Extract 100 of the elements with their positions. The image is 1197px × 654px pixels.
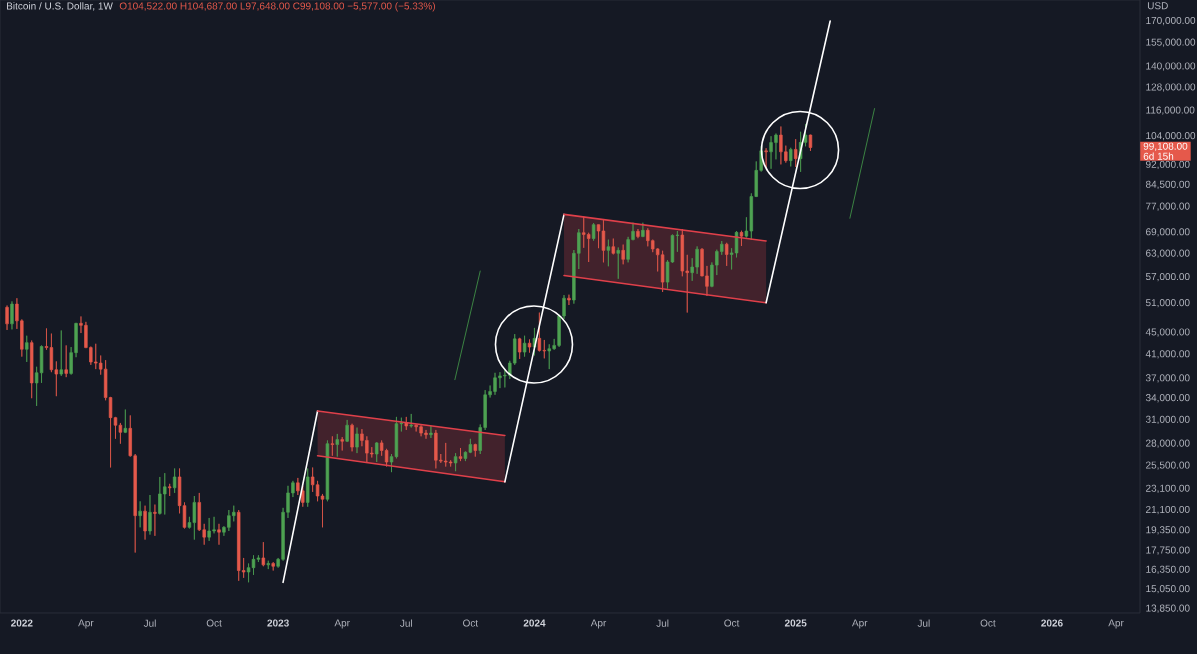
x-tick-label: Jul [143, 619, 156, 627]
y-tick-label: 37,000.00 [1145, 374, 1190, 383]
candlestick [355, 427, 359, 454]
y-tick-label: 170,000.00 [1146, 16, 1196, 26]
y-tick-label: 45,000.00 [1145, 328, 1190, 337]
candlestick [64, 345, 68, 378]
x-tick-label: Apr [851, 619, 868, 629]
x-tick-label: Apr [590, 619, 607, 629]
candlestick [724, 242, 729, 267]
candlestick [803, 123, 808, 147]
candlestick [5, 305, 9, 331]
candlestick [567, 294, 571, 306]
y-tick-label: 140,000.00 [1146, 62, 1196, 71]
y-tick-label: 28,000.00 [1146, 439, 1190, 448]
candlestick [10, 301, 14, 330]
candlestick [330, 435, 335, 457]
x-tick-label: 2026 [1041, 619, 1063, 627]
candlestick [527, 339, 532, 353]
x-tick-label: Oct [206, 619, 222, 627]
candlestick [789, 147, 793, 167]
candlestick [335, 433, 339, 457]
y-tick-label: 19,350.00 [1146, 526, 1190, 535]
candlestick [123, 409, 128, 434]
x-tick-label: Oct [463, 619, 479, 627]
candlestick [606, 239, 611, 267]
y-tick-label: 57,000.00 [1145, 273, 1190, 282]
x-tick-label: Oct [724, 619, 740, 627]
text: 6d 15h [1143, 152, 1174, 160]
candlestick [375, 441, 379, 463]
candlestick [453, 452, 458, 472]
candlestick [808, 134, 813, 152]
y-tick-label: 31,000.00 [1145, 415, 1190, 425]
candlestick [522, 335, 527, 357]
x-tick-label: Jul [656, 619, 669, 627]
y-tick-label: 17,750.00 [1146, 546, 1190, 555]
candlestick [172, 468, 177, 494]
y-tick-label: 23,100.00 [1146, 484, 1190, 493]
candlestick [266, 560, 270, 570]
candlestick [458, 447, 463, 462]
x-tick-label: 2022 [11, 619, 33, 627]
x-tick-label: Apr [334, 619, 350, 629]
chart-subtitle: O104,522.00 H104,687.00 L97,648.00 C99,108.00 −5,577.00 (−5.33%) [119, 2, 435, 12]
y-tick-label: 25,500.00 [1146, 461, 1190, 470]
y-tick-label: 21,100.00 [1146, 505, 1190, 515]
candlestick [168, 483, 172, 497]
y-tick-label: 84,500.00 [1145, 180, 1190, 189]
candlestick [660, 250, 665, 293]
candlestick [30, 340, 34, 399]
y-tick-label: 34,000.00 [1145, 394, 1190, 403]
x-tick-label: 2024 [523, 619, 546, 627]
candlestick [148, 494, 152, 535]
candlestick [473, 443, 477, 457]
candlestick [261, 541, 266, 567]
y-tick-label: 77,000.00 [1146, 202, 1190, 211]
candlestick [345, 419, 349, 443]
candlestick [59, 330, 63, 377]
y-tick-label: 16,350.00 [1146, 565, 1190, 574]
y-tick-label: 15,050.00 [1146, 585, 1190, 594]
candlestick [601, 219, 606, 263]
candlestick [143, 505, 147, 540]
x-tick-label: Apr [78, 619, 94, 629]
candlestick [641, 222, 645, 238]
candlestick [429, 425, 433, 439]
x-tick-label: Jul [917, 619, 930, 627]
y-tick-label: 116,000.00 [1146, 106, 1195, 115]
candlestick [636, 228, 640, 239]
x-tick-label: Apr [1108, 619, 1124, 629]
x-tick-label: 2025 [784, 619, 807, 627]
text: 99,108.00 [1143, 142, 1188, 151]
y-tick-label: 104,000.00 [1146, 132, 1196, 141]
candlestick [611, 238, 615, 255]
chart-title: Bitcoin / U.S. Dollar, 1W [7, 2, 113, 11]
candlestick [621, 244, 625, 265]
candlestick [217, 523, 221, 546]
candlestick [25, 335, 29, 363]
y-tick-label: 69,000.00 [1146, 228, 1190, 237]
y-axis-title: USD [1147, 2, 1168, 10]
candlestick [739, 230, 744, 247]
y-tick-label: 128,000.00 [1146, 83, 1196, 92]
candlestick [591, 222, 596, 242]
candlestick [138, 500, 142, 528]
x-tick-label: Jul [400, 619, 412, 627]
candlestick [409, 413, 413, 428]
candlestick [517, 337, 522, 360]
candlestick [325, 440, 330, 502]
candlestick [306, 468, 310, 508]
y-tick-label: 51,000.00 [1145, 299, 1190, 308]
x-tick-label: 2023 [267, 619, 289, 627]
candlestick [764, 147, 768, 169]
y-tick-label: 155,000.00 [1146, 38, 1196, 47]
candlestick [271, 561, 275, 571]
candlestick [793, 138, 798, 168]
candlestick [153, 504, 157, 537]
candlestick [340, 436, 344, 451]
y-tick-label: 92,000.00 [1145, 160, 1190, 170]
x-tick-label: Oct [980, 619, 996, 627]
y-tick-label: 13,850.00 [1146, 604, 1190, 613]
candlestick [350, 423, 354, 452]
candlestick [616, 247, 620, 280]
y-tick-label: 41,000.00 [1145, 350, 1190, 359]
